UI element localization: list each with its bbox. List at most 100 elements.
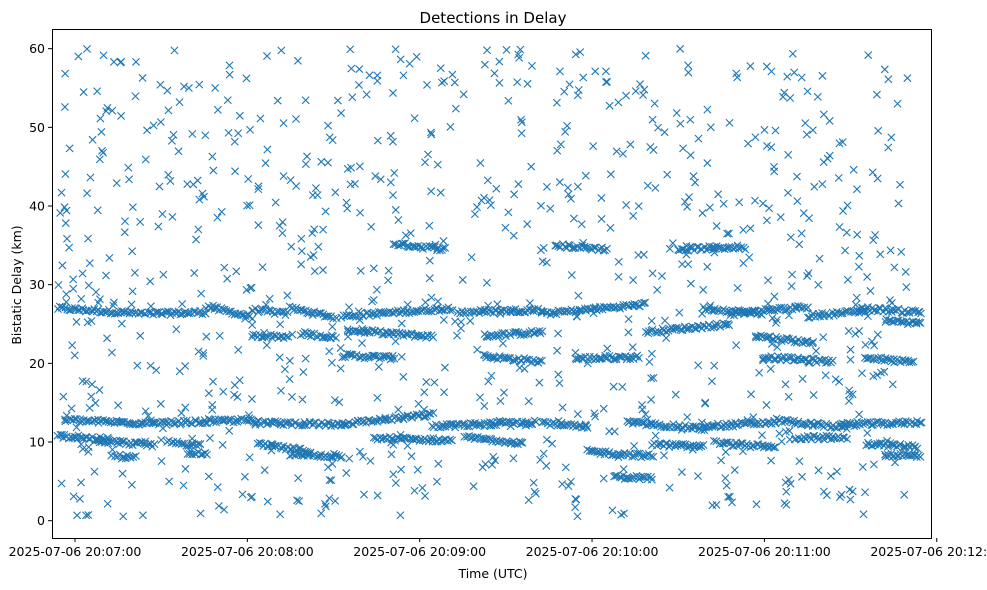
data-point bbox=[470, 210, 479, 219]
data-point bbox=[737, 243, 746, 252]
data-point bbox=[746, 62, 755, 71]
data-point bbox=[663, 170, 672, 179]
data-point bbox=[373, 76, 382, 85]
data-point bbox=[590, 409, 599, 418]
y-tick-label: 60 bbox=[29, 41, 45, 56]
data-point bbox=[649, 146, 658, 154]
data-point bbox=[643, 472, 652, 481]
data-point bbox=[266, 306, 275, 315]
data-point bbox=[671, 390, 680, 399]
data-point bbox=[555, 67, 564, 76]
data-point bbox=[706, 123, 715, 132]
data-point bbox=[764, 299, 773, 308]
data-point bbox=[91, 436, 100, 445]
data-point bbox=[156, 80, 165, 89]
data-point bbox=[422, 377, 431, 386]
data-point bbox=[574, 291, 583, 300]
data-point bbox=[721, 422, 730, 431]
data-point bbox=[873, 370, 882, 379]
data-point bbox=[325, 133, 334, 142]
data-point bbox=[846, 495, 855, 504]
data-point bbox=[425, 221, 434, 230]
data-point bbox=[561, 127, 570, 136]
data-point bbox=[809, 391, 818, 400]
data-point bbox=[164, 106, 173, 115]
data-point bbox=[819, 487, 828, 496]
data-point bbox=[136, 217, 145, 226]
data-point bbox=[712, 221, 721, 230]
data-point bbox=[141, 155, 150, 164]
data-point bbox=[496, 309, 505, 318]
data-point bbox=[784, 311, 793, 320]
data-point bbox=[793, 172, 801, 181]
data-point bbox=[381, 416, 389, 425]
data-point bbox=[617, 510, 626, 519]
data-point bbox=[624, 328, 633, 337]
data-point bbox=[890, 263, 899, 272]
data-point bbox=[821, 371, 830, 380]
data-point bbox=[683, 413, 692, 422]
data-point bbox=[109, 57, 118, 66]
data-point bbox=[311, 184, 320, 193]
data-point bbox=[109, 301, 118, 310]
data-point bbox=[506, 307, 515, 316]
data-point bbox=[163, 307, 172, 316]
data-point bbox=[386, 131, 395, 140]
data-point bbox=[300, 421, 309, 430]
data-point bbox=[864, 51, 873, 60]
data-point bbox=[224, 128, 233, 137]
data-point bbox=[276, 510, 285, 519]
data-point bbox=[801, 337, 810, 346]
data-point bbox=[204, 389, 213, 398]
data-point bbox=[131, 57, 140, 66]
data-point bbox=[342, 469, 351, 478]
data-point bbox=[795, 457, 804, 466]
data-point bbox=[214, 501, 223, 510]
data-point bbox=[117, 319, 126, 328]
data-point bbox=[448, 306, 457, 315]
data-point bbox=[571, 50, 580, 59]
data-point bbox=[382, 351, 391, 360]
data-point bbox=[175, 367, 184, 376]
data-point bbox=[167, 136, 176, 145]
data-point bbox=[363, 328, 372, 337]
data-point bbox=[60, 203, 69, 212]
data-point bbox=[489, 452, 498, 461]
data-point bbox=[786, 94, 795, 103]
data-point bbox=[819, 158, 828, 167]
data-point bbox=[612, 147, 621, 156]
data-point bbox=[75, 418, 84, 427]
data-point bbox=[234, 415, 243, 424]
data-point bbox=[355, 447, 364, 456]
data-point bbox=[260, 466, 269, 475]
data-point bbox=[547, 308, 556, 317]
data-point bbox=[602, 78, 611, 87]
data-point bbox=[480, 193, 489, 202]
data-point bbox=[495, 416, 504, 425]
data-point bbox=[721, 474, 730, 483]
data-point bbox=[283, 291, 292, 300]
data-point bbox=[413, 465, 422, 474]
data-point bbox=[441, 243, 450, 252]
data-point bbox=[179, 481, 188, 490]
data-point bbox=[211, 83, 220, 92]
data-point bbox=[784, 475, 793, 484]
data-point bbox=[672, 109, 681, 118]
data-point bbox=[591, 67, 600, 76]
data-point bbox=[783, 72, 792, 81]
data-point bbox=[643, 181, 652, 190]
data-point bbox=[99, 307, 108, 316]
data-point bbox=[782, 487, 791, 496]
data-point bbox=[845, 390, 854, 399]
data-point bbox=[870, 419, 879, 428]
data-point bbox=[513, 78, 522, 87]
data-point bbox=[246, 493, 255, 502]
data-point bbox=[283, 418, 292, 427]
data-point bbox=[253, 439, 262, 448]
data-point bbox=[356, 266, 365, 275]
data-point bbox=[431, 240, 440, 249]
data-point bbox=[518, 438, 527, 447]
data-point bbox=[487, 371, 496, 380]
data-point bbox=[662, 327, 671, 336]
data-point bbox=[589, 309, 598, 318]
